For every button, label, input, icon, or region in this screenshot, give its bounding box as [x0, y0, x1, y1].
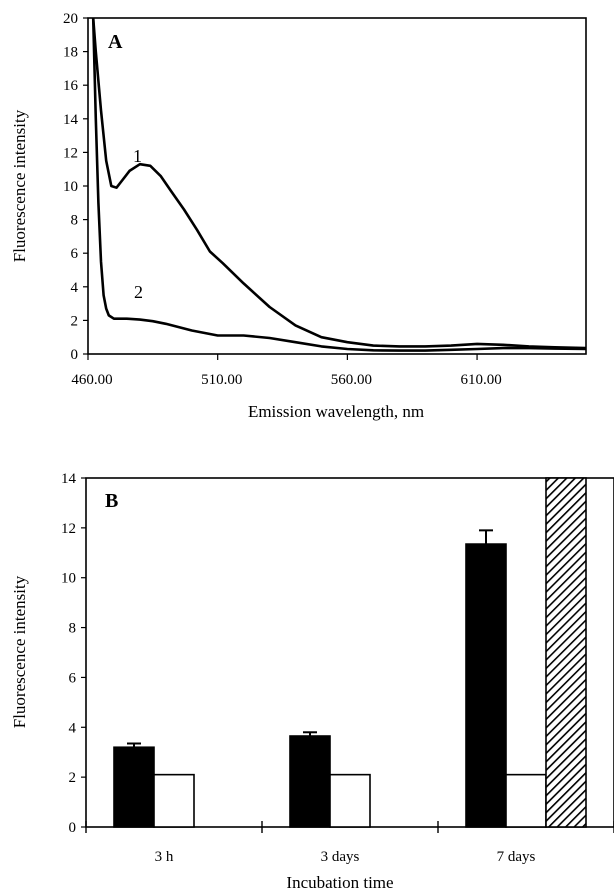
y-tick-label: 10	[63, 179, 78, 195]
category-label: 3 h	[155, 849, 174, 865]
category-label: 7 days	[497, 849, 536, 865]
y-tick-label: 12	[61, 521, 76, 537]
panel-a-x-axis: 460.00 510.00 560.00 610.00	[71, 354, 502, 388]
x-tick-label: 610.00	[460, 372, 501, 388]
panel-b: 0 2 4 6 8 10 12 14 3 h 3 days 7 days B Incubation…	[10, 471, 614, 892]
x-tick-label: 510.00	[201, 372, 242, 388]
series-2-line	[91, 17, 587, 352]
y-tick-label: 10	[61, 571, 76, 587]
x-tick-label: 560.00	[331, 372, 372, 388]
y-tick-label: 6	[69, 670, 77, 686]
panel-b-bars	[113, 477, 587, 828]
y-tick-label: 2	[71, 313, 79, 329]
series-2-label: 2	[134, 282, 143, 302]
y-tick-label: 8	[71, 213, 79, 229]
panel-b-label: B	[105, 490, 118, 512]
y-tick-label: 20	[63, 11, 78, 27]
y-tick-label: 0	[69, 820, 77, 836]
y-tick-label: 14	[61, 471, 77, 487]
y-tick-label: 2	[69, 770, 77, 786]
series-1-line	[91, 17, 587, 350]
bar	[329, 773, 371, 828]
bar	[465, 543, 507, 828]
y-tick-label: 4	[69, 720, 77, 736]
panel-a-x-axis-title: Emission wavelength, nm	[248, 402, 424, 421]
panel-a-y-axis: 0 2 4 6 8 10 12 14 16 18 20	[63, 11, 88, 363]
bar	[289, 735, 331, 828]
y-tick-label: 16	[63, 78, 79, 94]
y-tick-label: 0	[71, 347, 79, 363]
panel-a-y-axis-title: Fluorescence intensity	[10, 109, 29, 262]
bar	[545, 477, 587, 828]
x-tick-label: 460.00	[71, 372, 112, 388]
category-label: 3 days	[321, 849, 360, 865]
panel-b-y-axis-title: Fluorescence intensity	[10, 575, 29, 728]
y-tick-label: 6	[71, 246, 79, 262]
panel-a-series	[91, 17, 587, 352]
panel-a-label: A	[108, 31, 123, 53]
y-tick-label: 18	[63, 45, 78, 61]
panel-b-x-axis-title: Incubation time	[286, 873, 393, 892]
y-tick-label: 14	[63, 112, 79, 128]
bar	[113, 746, 155, 828]
bar	[505, 773, 547, 828]
panel-a-frame	[87, 17, 587, 355]
y-tick-label: 4	[71, 280, 79, 296]
series-1-label: 1	[133, 146, 142, 166]
y-tick-label: 8	[69, 621, 77, 637]
panel-b-x-axis: 3 h 3 days 7 days	[85, 821, 614, 865]
bar	[153, 773, 195, 828]
y-tick-label: 12	[63, 145, 78, 161]
panel-b-y-axis: 0 2 4 6 8 10 12 14	[61, 471, 86, 836]
